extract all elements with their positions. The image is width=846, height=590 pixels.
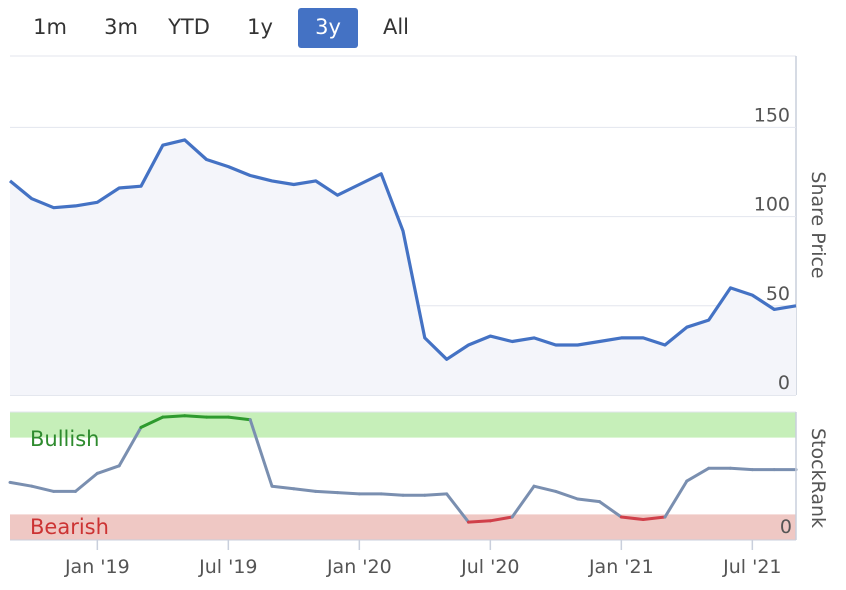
stockrank-line-segment <box>554 489 580 501</box>
x-axis-tick-label: Jul '19 <box>198 556 257 578</box>
x-axis-tick-label: Jan '20 <box>326 556 392 578</box>
bullish-zone <box>10 412 796 438</box>
price-axis-title: Share Price <box>807 171 829 278</box>
bullish-zone-label: Bullish <box>30 427 99 451</box>
stockrank-line-segment <box>685 466 711 483</box>
stockrank-line-segment <box>532 484 558 493</box>
range-1y-button[interactable]: 1y <box>247 15 273 39</box>
stockrank-line-segment <box>248 418 274 488</box>
stockrank-line-segment <box>467 519 492 524</box>
stockrank-line-segment <box>336 491 361 496</box>
stockrank-line-segment <box>576 497 601 504</box>
x-axis-tick-label: Jan '21 <box>588 556 654 578</box>
stockrank-line-segment <box>292 487 318 493</box>
stockrank-line-segment <box>641 515 667 521</box>
stockrank-axis-title: StockRank <box>807 428 829 528</box>
stockrank-line-segment <box>74 471 99 493</box>
range-3y-button[interactable]: 3y <box>298 8 358 48</box>
price-area-fill <box>10 139 796 395</box>
stockrank-line-segment <box>226 415 252 422</box>
stockrank-line-segment <box>30 484 56 493</box>
stockrank-line-segment <box>270 484 296 491</box>
stockrank-line-segment <box>379 492 405 497</box>
stockrank-line-segment <box>598 500 623 519</box>
x-axis-tick-label: Jan '19 <box>64 556 130 578</box>
stockrank-line-segment <box>117 425 143 468</box>
bearish-zone <box>10 514 796 540</box>
stockrank-line-segment <box>314 489 339 495</box>
stockrank-line-segment <box>95 464 121 475</box>
range-1m-button[interactable]: 1m <box>33 15 67 39</box>
range-all-button[interactable]: All <box>382 15 410 39</box>
stockrank-line <box>8 414 798 524</box>
stockrank-line-segment <box>183 414 208 419</box>
range-ytd-button[interactable]: YTD <box>168 15 210 39</box>
stockrank-line-segment <box>663 479 689 519</box>
price-y-tick-label: 150 <box>754 104 790 126</box>
stockrank-y-tick-0: 0 <box>780 516 792 538</box>
x-axis-tick-label: Jul '20 <box>460 556 519 578</box>
stockrank-line-segment <box>488 515 514 523</box>
price-y-tick-labels: 0 50 100 150 <box>754 104 790 394</box>
range-3m-button[interactable]: 3m <box>104 15 138 39</box>
price-y-tick-label: 50 <box>766 283 790 305</box>
bearish-zone-label: Bearish <box>30 515 109 539</box>
stockrank-line-segment <box>445 492 470 524</box>
price-y-tick-label: 0 <box>778 372 790 394</box>
price-line <box>8 138 797 361</box>
stockrank-line-segment <box>8 480 34 488</box>
stockrank-line-segment <box>510 484 536 519</box>
x-axis-tick-label: Jul '21 <box>722 556 781 578</box>
price-y-tick-label: 100 <box>754 194 790 216</box>
stockrank-line-segment <box>729 466 754 472</box>
stockrank-line-segment <box>139 415 165 429</box>
x-axis: Jan '19 Jul '19 Jan '20 Jul '20 Jan '21 Jul '… <box>64 540 782 578</box>
stockrank-line-segment <box>423 492 449 497</box>
stockrank-line-segment <box>161 414 187 419</box>
stockrank-line-segment <box>619 515 645 521</box>
